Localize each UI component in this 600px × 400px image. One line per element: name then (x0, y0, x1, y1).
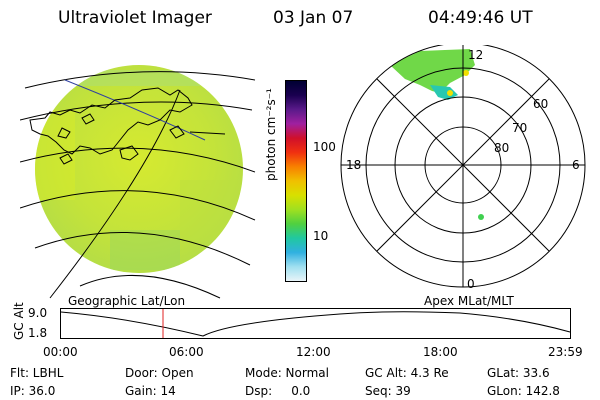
info-seq: Seq: 39 (365, 384, 411, 398)
info-door: Door: Open (125, 366, 194, 380)
mlt-label-18: 18 (346, 158, 361, 172)
altitude-xtick-2: 12:00 (296, 345, 331, 359)
globe-grid-lines (20, 71, 256, 299)
info-glat: GLat: 33.6 (487, 366, 550, 380)
polar-grid (340, 45, 586, 288)
altitude-right-title: Apex MLat/MLT (424, 294, 514, 308)
info-ip: IP: 36.0 (10, 384, 56, 398)
mlt-label-6: 6 (572, 158, 580, 172)
lat-label-70: 70 (512, 121, 527, 135)
altitude-curve (60, 311, 571, 337)
polar-emission-spot (478, 214, 484, 220)
info-flt: Flt: LBHL (10, 366, 64, 380)
altitude-ylabel: GC Alt (12, 302, 26, 340)
page-title: Ultraviolet Imager (58, 8, 212, 28)
info-gcalt: GC Alt: 4.3 Re (365, 366, 449, 380)
info-dsp: Dsp: 0.0 (245, 384, 311, 398)
altitude-xtick-1: 06:00 (169, 345, 204, 359)
altitude-ytick-high: 9.0 (28, 306, 48, 320)
colorbar-tick-10: 10 (313, 229, 329, 243)
polar-plot: 12 18 6 0 60 70 80 (340, 45, 586, 291)
colorbar-unit-label: photon cm⁻²s⁻¹ (264, 88, 278, 181)
geographic-globe-image (20, 65, 256, 299)
info-gain: Gain: 14 (125, 384, 176, 398)
altitude-xtick-4: 23:59 (548, 345, 583, 359)
colorbar-tick-100: 100 (313, 140, 336, 154)
lat-label-60: 60 (533, 97, 548, 111)
polar-auroral-emission (390, 49, 475, 100)
info-glon: GLon: 142.8 (487, 384, 560, 398)
info-mode: Mode: Normal (245, 366, 329, 380)
mlt-label-12: 12 (468, 48, 483, 62)
lat-label-80: 80 (494, 141, 509, 155)
altitude-xtick-0: 00:00 (43, 345, 78, 359)
colorbar (285, 80, 307, 282)
altitude-ytick-low: 1.8 (28, 326, 48, 340)
date-label: 03 Jan 07 (273, 8, 354, 28)
coastline (29, 87, 226, 165)
mlt-label-0: 0 (467, 277, 475, 291)
altitude-xtick-3: 18:00 (423, 345, 458, 359)
altitude-plot-frame (60, 308, 571, 339)
altitude-left-title: Geographic Lat/Lon (68, 294, 186, 308)
time-label: 04:49:46 UT (428, 8, 533, 28)
